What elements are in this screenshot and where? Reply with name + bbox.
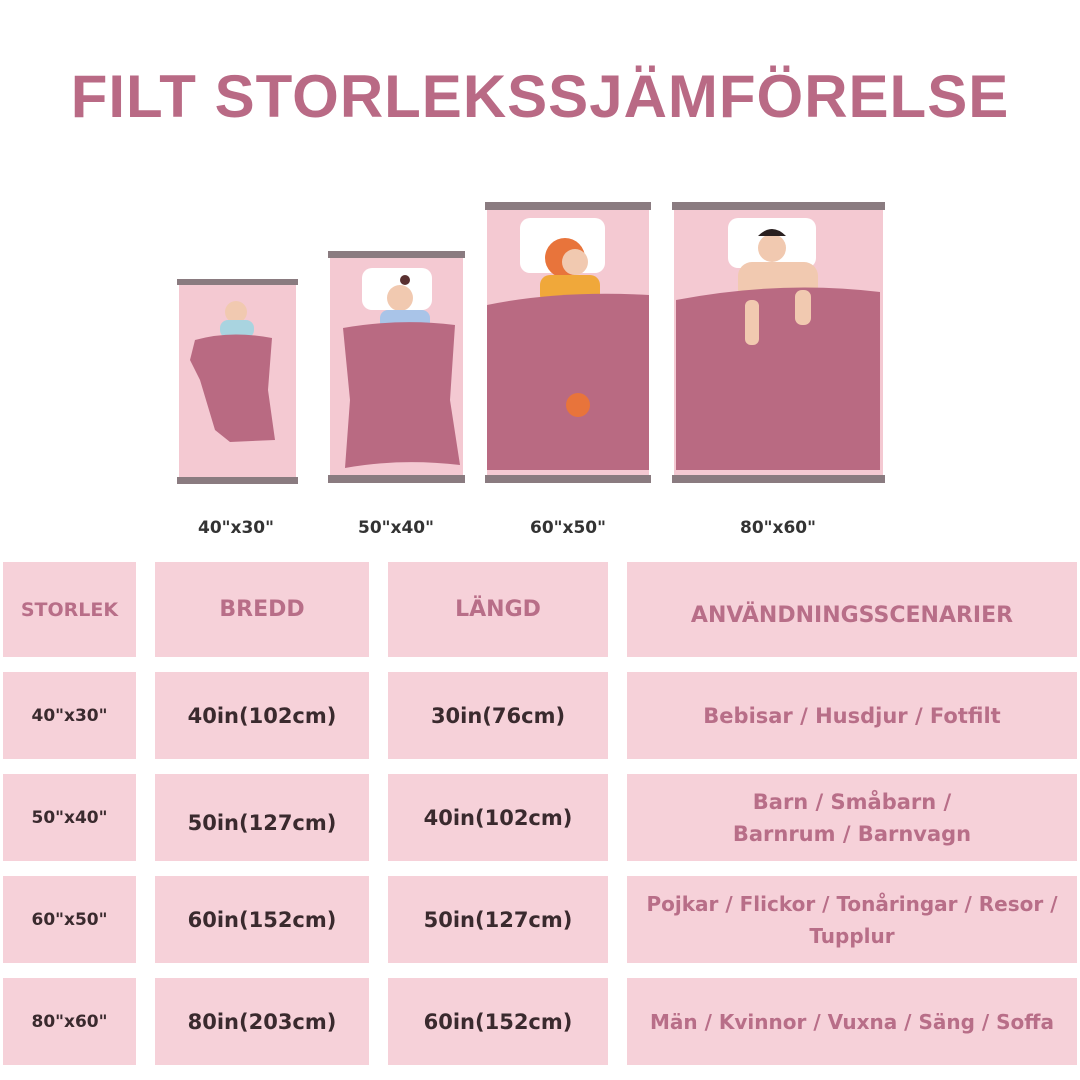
page-title: FILT STORLEKSSJÄMFÖRELSE — [70, 63, 1010, 130]
blanket-size-illustration — [177, 202, 885, 484]
woman-icon — [485, 202, 651, 483]
table-cell: Pojkar / Flickor / Tonåringar / Resor / … — [627, 876, 1077, 963]
header-langd: LÄNGD — [388, 562, 608, 657]
table-cell: 60in(152cm) — [155, 876, 369, 963]
size-label: 80"x60" — [740, 518, 816, 538]
cat-icon — [566, 393, 590, 417]
man-icon — [672, 202, 885, 483]
table-cell: 30in(76cm) — [388, 672, 608, 759]
table-cell: 40in(102cm) — [155, 672, 369, 759]
baby-icon — [177, 279, 298, 484]
size-label: 40"x30" — [198, 518, 274, 538]
table-cell: Män / Kvinnor / Vuxna / Säng / Soffa — [627, 978, 1077, 1065]
table-cell: Bebisar / Husdjur / Fotfilt — [627, 672, 1077, 759]
child-icon — [328, 251, 465, 483]
size-label: 60"x50" — [530, 518, 606, 538]
table-cell: 60in(152cm) — [388, 978, 608, 1065]
size-label: 50"x40" — [358, 518, 434, 538]
table-cell: 80in(203cm) — [155, 978, 369, 1065]
header-bredd: BREDD — [155, 562, 369, 657]
table-cell: 50in(127cm) — [388, 876, 608, 963]
table-cell: 60"x50" — [3, 876, 136, 963]
table-cell: 80"x60" — [3, 978, 136, 1065]
header-scenarier: ANVÄNDNINGSSCENARIER — [627, 562, 1077, 657]
table-cell: Barn / Småbarn / Barnrum / Barnvagn — [627, 774, 1077, 861]
table-cell: 40in(102cm) — [388, 774, 608, 861]
table-cell: 50in(127cm) — [155, 774, 369, 861]
table-cell: 50"x40" — [3, 774, 136, 861]
table-cell: 40"x30" — [3, 672, 136, 759]
header-storlek: STORLEK — [3, 562, 136, 657]
